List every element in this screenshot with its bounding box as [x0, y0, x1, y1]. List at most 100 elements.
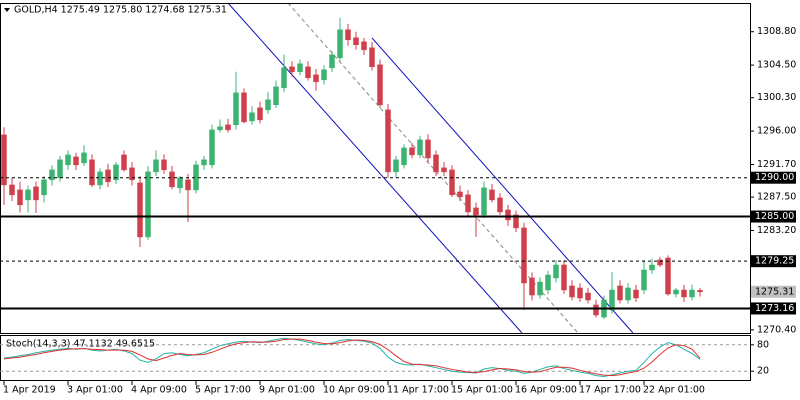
marks [1, 17, 703, 320]
y-tick-label: 1308.80 [757, 26, 796, 37]
candle-body [513, 214, 519, 229]
candle-body [561, 264, 567, 291]
candle-body [161, 159, 167, 171]
x-tick-label: 11 Apr 17:00 [387, 385, 449, 396]
candle-body [641, 269, 647, 291]
level-label-box [751, 210, 796, 223]
y-tick-label: 80 [757, 339, 769, 350]
candle-body [417, 139, 423, 156]
candle-body [649, 264, 655, 271]
x-tick-label: 3 Apr 01:00 [67, 385, 123, 396]
candle-body [345, 29, 351, 41]
candle-body [129, 167, 135, 181]
main-panel-border [0, 3, 751, 334]
candle-body [209, 129, 215, 166]
candle-body [89, 159, 95, 186]
candle-body [9, 184, 15, 196]
candle-body [521, 227, 527, 284]
sub-panel-border [0, 335, 751, 381]
candle-body [201, 159, 207, 166]
x-tick-label: 4 Apr 09:00 [131, 385, 187, 396]
candle-body [441, 167, 447, 173]
price-label: 1275.31 [755, 286, 794, 297]
candle-body [553, 264, 559, 279]
x-tick-label: 22 Apr 01:00 [643, 385, 705, 396]
candle-body [265, 99, 271, 111]
level-label: 1273.16 [755, 303, 794, 314]
candle-body [337, 29, 343, 59]
candle-body [145, 171, 151, 238]
candle-body [657, 259, 663, 266]
candle-body [153, 159, 159, 173]
y-tick-label: 20 [757, 366, 769, 377]
candle-body [545, 274, 551, 291]
candle-body [401, 147, 407, 166]
candle-body [329, 54, 335, 69]
candle-body [273, 86, 279, 106]
chart-title: GOLD,H4 1275.49 1275.80 1274.68 1275.31 [14, 5, 227, 16]
candle-body [593, 304, 599, 316]
x-tick-label: 1 Apr 2019 [3, 385, 56, 396]
level-label-box [751, 255, 796, 268]
candle-body [449, 169, 455, 196]
x-tick-label: 17 Apr 17:00 [579, 385, 641, 396]
channel-line [227, 2, 523, 334]
y-tick-label: 1291.70 [757, 159, 796, 170]
candle-body [481, 187, 487, 216]
x-tick-label: 16 Apr 09:00 [515, 385, 577, 396]
candle-body [217, 126, 223, 131]
candle-body [185, 179, 191, 191]
candle-body [105, 169, 111, 183]
candle-body [353, 37, 359, 46]
candle-body [41, 179, 47, 196]
candle-body [537, 281, 543, 296]
candle-body [673, 289, 679, 295]
candle-body [65, 154, 71, 166]
candle-body [409, 147, 415, 156]
y-tick-label: 1296.00 [757, 126, 796, 137]
candle-body [425, 139, 431, 159]
candle-body [665, 257, 671, 295]
candle-body [529, 277, 535, 296]
price-label-box [751, 285, 796, 298]
candle-body [473, 207, 479, 216]
candle-body [393, 159, 399, 173]
candle-body [433, 154, 439, 173]
candle-body [569, 285, 575, 298]
candle-body [1, 134, 7, 186]
candle-body [225, 124, 231, 131]
candle-body [697, 290, 703, 293]
candle-body [81, 152, 87, 164]
candle-body [249, 112, 255, 122]
x-tick-label: 5 Apr 17:00 [195, 385, 251, 396]
candle-body [633, 289, 639, 299]
candle-body [505, 209, 511, 221]
candle-body [369, 47, 375, 68]
candle-body [457, 191, 463, 198]
y-tick-label: 1287.50 [757, 192, 796, 203]
candle-body [321, 69, 327, 81]
y-tick-label: 1283.20 [757, 225, 796, 236]
y-tick-label: 1300.30 [757, 92, 796, 103]
candle-body [497, 197, 503, 213]
candle-body [465, 194, 471, 213]
candle-body [169, 171, 175, 188]
channel-line [371, 37, 634, 334]
candle-body [489, 189, 495, 201]
candle-body [681, 289, 687, 298]
candle-body [305, 66, 311, 79]
y-tick-label: 1270.40 [757, 324, 796, 335]
candle-body [73, 156, 79, 166]
candle-body [585, 292, 591, 301]
y-tick-label: 1304.50 [757, 60, 796, 71]
candle-body [113, 164, 119, 181]
menu-icon[interactable] [4, 8, 10, 12]
x-tick-label: 15 Apr 01:00 [451, 385, 513, 396]
x-tick-label: 10 Apr 09:00 [323, 385, 385, 396]
candle-body [609, 289, 615, 311]
candle-body [625, 287, 631, 301]
x-tick-label: 9 Apr 01:00 [259, 385, 315, 396]
candle-body [97, 171, 103, 186]
candle-body [297, 63, 303, 73]
